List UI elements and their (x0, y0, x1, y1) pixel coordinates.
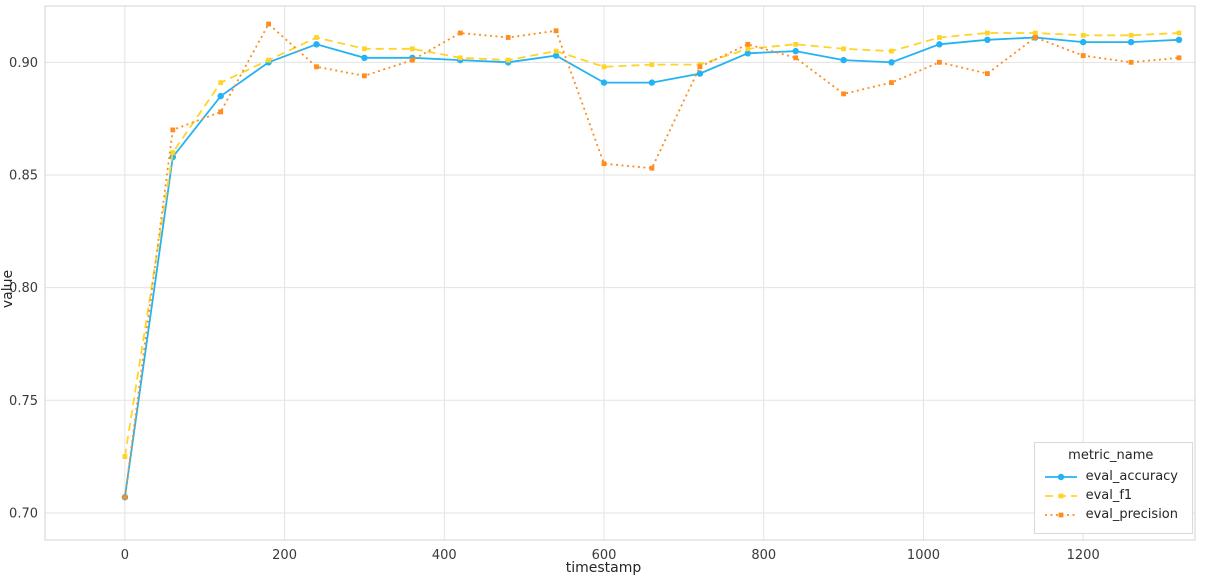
legend-entry: eval_precision (1044, 505, 1178, 524)
svg-text:0.80: 0.80 (9, 281, 38, 296)
legend-label: eval_precision (1085, 507, 1178, 522)
legend-line-sample (1044, 493, 1077, 498)
svg-text:0: 0 (121, 548, 129, 563)
svg-text:1200: 1200 (1067, 548, 1100, 563)
svg-text:0.90: 0.90 (9, 56, 38, 71)
svg-text:0.75: 0.75 (9, 394, 38, 409)
legend-line-sample (1044, 512, 1077, 517)
svg-text:600: 600 (592, 548, 617, 563)
legend-label: eval_f1 (1085, 488, 1133, 503)
legend-label: eval_accuracy (1085, 469, 1178, 484)
svg-text:0.70: 0.70 (9, 506, 38, 521)
x-axis-label: timestamp (565, 560, 642, 576)
svg-text:800: 800 (751, 548, 776, 563)
y-axis-label: value (0, 269, 16, 309)
legend-line-sample (1044, 473, 1077, 480)
legend-entry: eval_f1 (1044, 486, 1178, 505)
svg-text:200: 200 (272, 548, 297, 563)
legend: metric_name eval_accuracy eval_f1 eval_pre… (1033, 442, 1193, 534)
svg-text:0.85: 0.85 (9, 168, 38, 183)
legend-entries: eval_accuracy eval_f1 eval_precision (1044, 467, 1178, 524)
legend-title: metric_name (1068, 448, 1154, 463)
legend-entry: eval_accuracy (1044, 467, 1178, 486)
svg-text:400: 400 (432, 548, 457, 563)
svg-text:1000: 1000 (907, 548, 940, 563)
